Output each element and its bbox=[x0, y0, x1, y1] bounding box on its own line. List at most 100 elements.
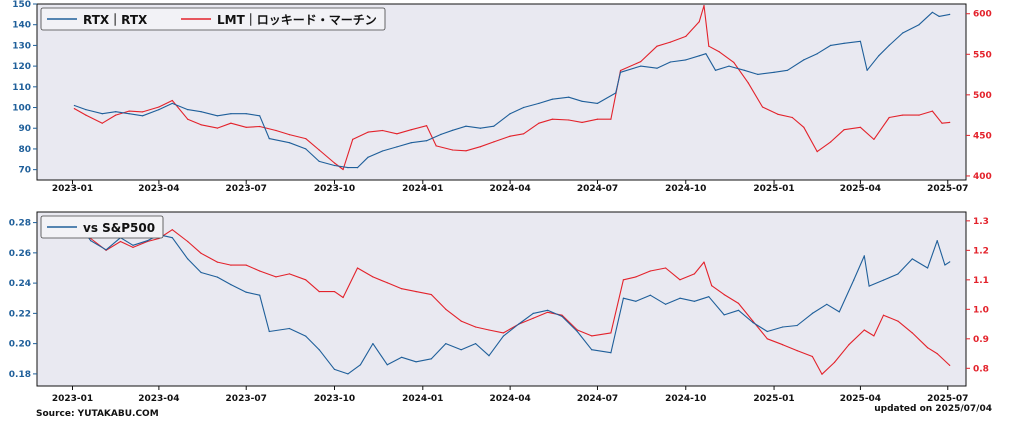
series-point bbox=[591, 349, 593, 351]
y-left-tick-label: 0.20 bbox=[9, 340, 31, 350]
series-point bbox=[938, 15, 940, 17]
y-left-tick-label: 0.22 bbox=[9, 309, 31, 319]
series-point bbox=[679, 297, 681, 299]
series-point bbox=[693, 300, 696, 302]
series-point bbox=[743, 69, 745, 71]
series-point bbox=[356, 167, 359, 169]
series-point bbox=[944, 264, 946, 266]
series-point bbox=[698, 55, 700, 57]
series-point bbox=[656, 45, 658, 47]
series-point bbox=[318, 291, 320, 293]
x-tick-label: 2025-07 bbox=[927, 394, 968, 404]
series-point bbox=[669, 61, 672, 63]
series-point bbox=[523, 133, 525, 135]
series-point bbox=[752, 321, 754, 324]
series-point bbox=[158, 106, 160, 108]
series-point bbox=[396, 133, 398, 135]
x-tick-label: 2024-07 bbox=[577, 394, 618, 404]
y-right-tick-label: 1.0 bbox=[973, 305, 989, 315]
series-point bbox=[275, 129, 277, 132]
series-point bbox=[949, 364, 951, 366]
series-point bbox=[142, 115, 144, 117]
series-point bbox=[685, 59, 687, 61]
series-point bbox=[230, 284, 232, 286]
series-point bbox=[596, 102, 599, 104]
series-point bbox=[757, 73, 759, 75]
series-point bbox=[333, 368, 336, 370]
series-point bbox=[415, 291, 417, 293]
series-point bbox=[465, 125, 467, 127]
series-point bbox=[230, 264, 232, 266]
series-point bbox=[430, 358, 432, 360]
series-point bbox=[619, 71, 622, 73]
series-point bbox=[85, 109, 87, 111]
price-chart-panel: 2023-01 2023-04 2023-07 2023-10 2024-01 2024-… bbox=[12, 0, 992, 194]
series-point bbox=[561, 314, 563, 316]
series-point bbox=[859, 126, 862, 128]
series-point bbox=[401, 356, 403, 358]
x-tick-label: 2025-04 bbox=[840, 184, 881, 194]
y-left-tick-label: 110 bbox=[12, 83, 31, 93]
y-right-tick-label: 600 bbox=[973, 10, 992, 20]
series-point bbox=[821, 373, 823, 375]
series-point bbox=[445, 308, 447, 310]
series-point bbox=[619, 69, 622, 72]
series-point bbox=[119, 240, 122, 243]
y-left-tick-label: 130 bbox=[12, 41, 31, 51]
series-point bbox=[410, 142, 412, 144]
series-point bbox=[101, 113, 103, 115]
series-point bbox=[941, 122, 943, 124]
series-point bbox=[200, 271, 202, 274]
series-line-1 bbox=[74, 226, 951, 375]
source-label: Source: YUTAKABU.COM bbox=[36, 409, 159, 419]
series-point bbox=[460, 349, 462, 351]
series-point bbox=[372, 276, 374, 278]
series-point bbox=[73, 108, 75, 110]
series-point bbox=[509, 135, 511, 137]
series-point bbox=[132, 244, 134, 246]
series-point bbox=[245, 126, 247, 128]
series-point bbox=[936, 240, 938, 242]
series-point bbox=[705, 53, 707, 55]
series-point bbox=[703, 261, 705, 263]
series-point bbox=[386, 364, 388, 366]
series-point bbox=[305, 279, 307, 281]
series-point bbox=[268, 138, 270, 140]
y-left-tick-label: 0.26 bbox=[9, 249, 31, 259]
series-point bbox=[873, 335, 875, 337]
series-point bbox=[115, 111, 117, 113]
series-point bbox=[259, 125, 261, 128]
series-point bbox=[445, 343, 447, 345]
series-point bbox=[863, 329, 865, 331]
x-tick-label: 2023-07 bbox=[226, 184, 267, 194]
series-point bbox=[711, 285, 713, 287]
series-point bbox=[927, 347, 929, 349]
series-point bbox=[615, 92, 617, 94]
series-point bbox=[843, 42, 845, 44]
series-point bbox=[426, 125, 428, 127]
series-point bbox=[245, 113, 247, 115]
series-point bbox=[347, 373, 349, 375]
series-point bbox=[949, 13, 951, 15]
series-point bbox=[288, 273, 290, 275]
x-tick-label: 2024-01 bbox=[402, 184, 443, 194]
series-point bbox=[230, 113, 232, 115]
y-left-tick-label: 70 bbox=[18, 166, 31, 176]
series-point bbox=[747, 82, 749, 84]
series-point bbox=[430, 294, 432, 296]
series-point bbox=[259, 294, 261, 296]
plot-area bbox=[36, 211, 967, 387]
series-point bbox=[714, 69, 717, 71]
series-point bbox=[367, 131, 369, 133]
series-point bbox=[873, 138, 875, 140]
series-point bbox=[347, 167, 349, 169]
y-left-tick-label: 80 bbox=[18, 145, 31, 155]
y-right-tick-label: 400 bbox=[973, 172, 992, 182]
series-point bbox=[796, 324, 798, 327]
series-point bbox=[949, 261, 951, 263]
series-point bbox=[718, 51, 721, 53]
series-point bbox=[333, 291, 336, 293]
series-point bbox=[737, 309, 740, 311]
series-point bbox=[786, 69, 789, 71]
